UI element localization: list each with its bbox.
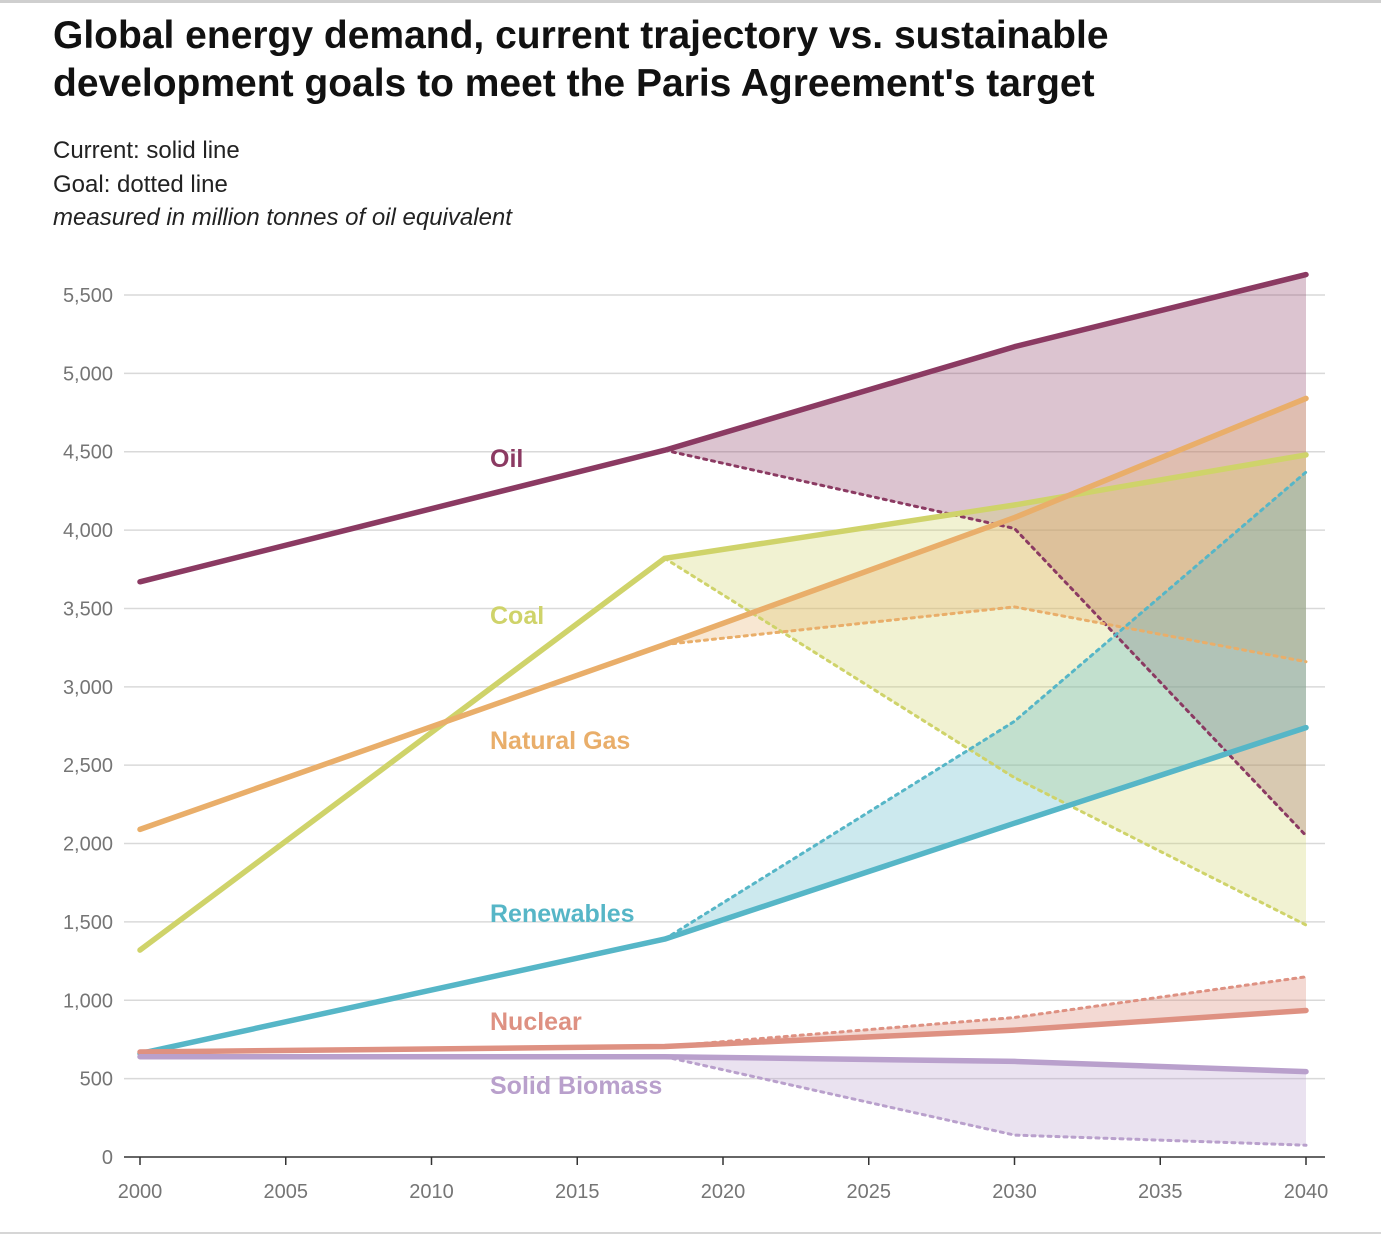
bottom-rule [0, 1232, 1381, 1234]
subtitle-goal-legend: Goal: dotted line [53, 171, 228, 198]
nuclear-label: Nuclear [490, 1008, 582, 1036]
chart-title: Global energy demand, current trajectory… [53, 14, 1109, 105]
renewables-goal-line [663, 470, 1308, 941]
natural-gas-label: Natural Gas [490, 727, 630, 755]
oil-goal-line [663, 448, 1308, 838]
y-tick-label: 5,500 [63, 285, 113, 307]
oil-gap-area [664, 274, 1306, 836]
top-rule [0, 0, 1381, 3]
nuclear-gap-area [664, 976, 1306, 1047]
y-tick-label: 4,500 [63, 442, 113, 464]
x-tick-label: 2005 [264, 1181, 309, 1203]
solid-biomass-label: Solid Biomass [490, 1072, 662, 1100]
nuclear-current-line [137, 1007, 1309, 1055]
axes: 0 500 1,000 1,500 2,000 2,500 3,000 3,500 4,000 4… [63, 285, 1328, 1203]
solid-biomass-goal-line [663, 1055, 1308, 1147]
y-tick-label: 2,000 [63, 834, 113, 856]
y-tick-label: 1,500 [63, 912, 113, 934]
oil-current-line [137, 271, 1309, 585]
y-tick-label: 2,500 [63, 755, 113, 777]
x-tick-label: 2040 [1284, 1181, 1329, 1203]
x-tick-label: 2010 [409, 1181, 454, 1203]
x-tick-label: 2035 [1138, 1181, 1183, 1203]
x-tick-label: 2020 [701, 1181, 746, 1203]
y-tick-label: 4,000 [63, 520, 113, 542]
natural-gas-current-line [137, 395, 1309, 833]
subtitle-units: measured in million tonnes of oil equiva… [53, 204, 512, 231]
solid-biomass-current-line [137, 1053, 1309, 1075]
goal-lines [663, 448, 1308, 1147]
coal-goal-line [663, 556, 1308, 927]
coal-gap-area [664, 454, 1306, 925]
y-tick-label: 3,000 [63, 677, 113, 699]
x-tick-label: 2030 [992, 1181, 1037, 1203]
x-tick-label: 2000 [118, 1181, 163, 1203]
y-tick-label: 3,500 [63, 598, 113, 620]
natural-gas-goal-line [663, 605, 1308, 664]
series-labels: Oil Coal Natural Gas Renewables Nuclear Solid… [490, 445, 662, 1100]
renewables-label: Renewables [490, 900, 635, 928]
y-tick-label: 0 [102, 1147, 113, 1169]
nuclear-goal-line [663, 975, 1308, 1048]
renewables-gap-area [664, 472, 1306, 940]
current-lines [137, 271, 1309, 1075]
x-tick-label: 2025 [847, 1181, 892, 1203]
y-tick-label: 500 [80, 1069, 113, 1091]
coal-current-line [137, 452, 1309, 953]
oil-label: Oil [490, 445, 523, 473]
y-tick-label: 1,000 [63, 990, 113, 1012]
coal-label: Coal [490, 602, 544, 630]
x-tick-label: 2015 [555, 1181, 600, 1203]
subtitle-current-legend: Current: solid line [53, 137, 240, 164]
solid-biomass-gap-area [664, 1056, 1306, 1146]
renewables-current-line [137, 724, 1309, 1057]
gridlines [124, 294, 1325, 1080]
y-tick-label: 5,000 [63, 363, 113, 385]
